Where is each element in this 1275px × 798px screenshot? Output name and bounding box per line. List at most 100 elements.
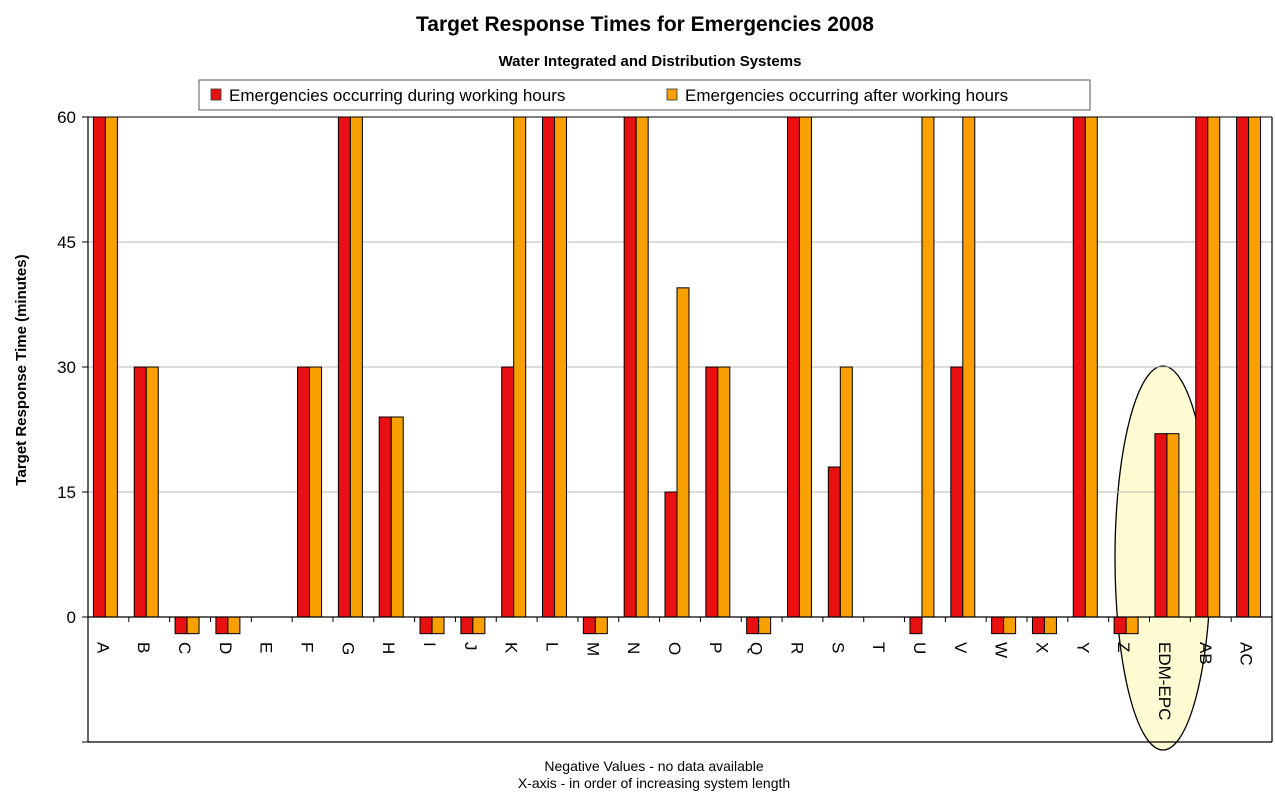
- bar: [186, 616, 200, 635]
- x-tick-label: D: [216, 642, 235, 654]
- x-tick-label: J: [461, 642, 480, 651]
- bar: [104, 116, 118, 618]
- bar: [378, 416, 392, 618]
- bar: [513, 116, 527, 618]
- legend-label-working-hours: Emergencies occurring during working hou…: [229, 86, 565, 105]
- legend-swatch-working-hours: [210, 88, 222, 101]
- bar: [554, 116, 568, 618]
- x-tick-label: O: [665, 642, 684, 655]
- bar: [1236, 116, 1250, 618]
- bar: [921, 116, 935, 618]
- bar: [1248, 116, 1262, 618]
- axes: [82, 116, 1273, 743]
- y-tick-label: 30: [57, 358, 76, 377]
- bar: [309, 366, 323, 618]
- footnote-negative-values: Negative Values - no data available: [544, 758, 763, 774]
- y-tick-label: 15: [57, 483, 76, 502]
- bar: [472, 616, 486, 635]
- bar: [297, 366, 311, 618]
- x-tick-label: AB: [1196, 642, 1215, 665]
- x-tick-label: EDM-EPC: [1155, 642, 1174, 720]
- x-tick-label: X: [1032, 642, 1051, 653]
- x-tick-label: B: [134, 642, 153, 653]
- bar: [839, 366, 853, 618]
- y-tick-label: 45: [57, 233, 76, 252]
- bar: [542, 116, 556, 618]
- bar: [717, 366, 731, 618]
- x-tick-label: E: [257, 642, 276, 653]
- x-tick-label: W: [992, 642, 1011, 658]
- x-tick-label: M: [583, 642, 602, 656]
- chart-subtitle: Water Integrated and Distribution System…: [499, 53, 802, 70]
- x-tick-label: P: [706, 642, 725, 653]
- legend: Emergencies occurring during working hou…: [198, 79, 1091, 111]
- bar: [349, 116, 363, 618]
- x-tick-label: A: [93, 642, 112, 654]
- x-tick-label: C: [175, 642, 194, 654]
- x-tick-label: U: [910, 642, 929, 654]
- bar: [623, 116, 637, 618]
- bar: [758, 616, 772, 635]
- bar: [390, 416, 404, 618]
- x-tick-label: L: [543, 642, 562, 651]
- bar: [676, 287, 690, 618]
- bar: [594, 616, 608, 635]
- bar: [92, 116, 106, 618]
- bar: [635, 116, 649, 618]
- bar: [1072, 116, 1086, 618]
- bar: [460, 616, 474, 635]
- bar: [786, 116, 800, 618]
- bar: [1125, 616, 1139, 635]
- x-tick-labels: A B C D E F G H I J K L M N O P Q R S T U V W X Y Z EDM-EPC AB AC: [93, 642, 1255, 720]
- y-tick-label: 60: [57, 108, 76, 127]
- y-tick-labels: 0 15 30 45 60: [57, 108, 76, 627]
- chart-title: Target Response Times for Emergencies 20…: [416, 13, 874, 36]
- bar: [1154, 433, 1168, 618]
- x-tick-label: F: [298, 642, 317, 652]
- bar: [705, 366, 719, 618]
- x-tick-label: I: [420, 642, 439, 647]
- bar: [1195, 116, 1209, 618]
- x-tick-label: Q: [747, 642, 766, 655]
- bar: [227, 616, 241, 635]
- bar: [962, 116, 976, 618]
- x-tick-label: V: [951, 642, 970, 654]
- x-tick-label: T: [869, 642, 888, 652]
- bar: [746, 616, 760, 635]
- legend-box: [198, 79, 1091, 111]
- bar: [174, 616, 188, 635]
- bar: [215, 616, 229, 635]
- bar: [1113, 616, 1127, 635]
- bar: [419, 616, 433, 635]
- x-tick-label: AC: [1237, 642, 1256, 666]
- x-tick-label: R: [787, 642, 806, 654]
- x-tick-label: G: [338, 642, 357, 655]
- bar: [133, 366, 147, 618]
- y-axis-label: Target Response Time (minutes): [13, 254, 30, 485]
- legend-label-after-hours: Emergencies occurring after working hour…: [685, 86, 1008, 105]
- bar: [798, 116, 812, 618]
- bar: [1207, 116, 1221, 618]
- x-tick-label: K: [502, 642, 521, 654]
- bar: [950, 366, 964, 618]
- y-tick-label: 0: [67, 608, 76, 627]
- bar: [1031, 616, 1045, 635]
- x-tick-label: N: [624, 642, 643, 654]
- bar: [337, 116, 351, 618]
- bar: [1043, 616, 1057, 635]
- bar: [909, 616, 923, 635]
- x-tick-label: H: [379, 642, 398, 654]
- bar: [827, 466, 841, 618]
- footnote-x-axis-order: X-axis - in order of increasing system l…: [518, 775, 790, 791]
- x-tick-label: Z: [1114, 642, 1133, 652]
- bar: [1166, 433, 1180, 618]
- bar: [991, 616, 1005, 635]
- bar: [1003, 616, 1017, 635]
- x-tick-label: Y: [1073, 642, 1092, 653]
- bar: [431, 616, 445, 635]
- bar: [582, 616, 596, 635]
- bar: [501, 366, 515, 618]
- x-tick-label: S: [828, 642, 847, 653]
- bar: [664, 491, 678, 618]
